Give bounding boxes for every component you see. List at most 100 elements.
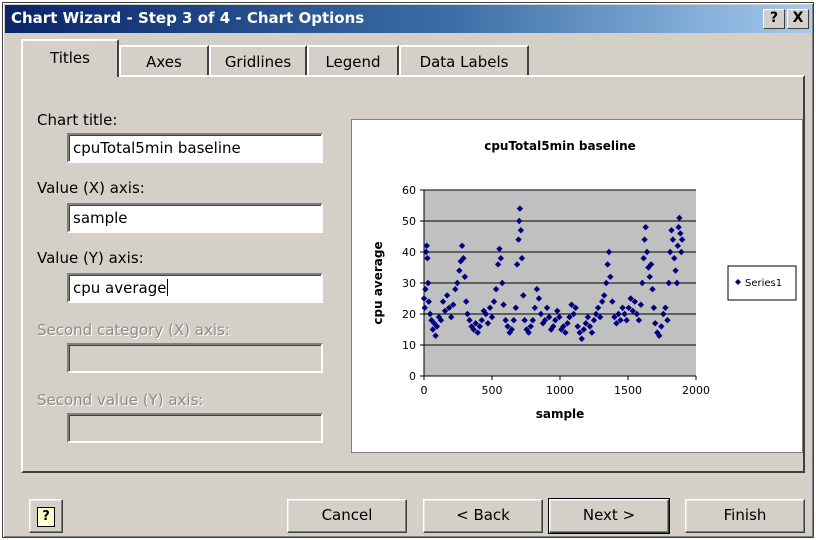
x-tick-label: 0 [421, 384, 428, 397]
data-point [432, 332, 439, 339]
data-point [584, 313, 592, 321]
data-point [482, 310, 490, 318]
tab-titles[interactable]: Titles [21, 39, 119, 77]
chart-title-input[interactable]: cpuTotal5min baseline [67, 133, 323, 163]
chart-svg: cpuTotal5min baseline 0 10 20 30 40 50 60 0 500 10… [371, 139, 797, 421]
data-point [662, 304, 669, 311]
data-point [615, 310, 622, 318]
data-point [640, 255, 647, 262]
second-value-y-axis-label: Second value (Y) axis: [37, 391, 204, 409]
data-point [677, 230, 684, 237]
cancel-button[interactable]: Cancel [287, 499, 407, 533]
help-icon: ? [37, 507, 55, 527]
data-point [660, 310, 667, 318]
data-point [516, 205, 524, 212]
data-point [472, 320, 479, 327]
data-point [582, 320, 590, 327]
data-point [669, 236, 677, 243]
data-point [456, 267, 463, 274]
data-point [499, 279, 506, 287]
data-point [611, 313, 618, 321]
x-tick-label: 1500 [614, 384, 642, 397]
data-point [490, 298, 498, 305]
value-y-axis-input[interactable]: cpu average [67, 273, 323, 303]
next-button[interactable]: Next > [548, 498, 670, 534]
data-point [596, 313, 604, 321]
data-point [500, 301, 507, 308]
help-button[interactable]: ? [29, 499, 63, 533]
data-point [523, 326, 530, 333]
data-point [515, 236, 522, 243]
y-tick-label: 10 [402, 339, 416, 352]
data-point [461, 273, 468, 280]
data-point [466, 317, 473, 324]
data-point [674, 242, 681, 249]
data-point [424, 279, 432, 287]
data-point [510, 317, 517, 324]
data-point [646, 273, 653, 280]
data-point [497, 255, 505, 262]
second-category-x-axis-label: Second category (X) axis: [37, 321, 230, 339]
data-point [603, 279, 610, 287]
back-button[interactable]: < Back [423, 499, 543, 533]
data-point [445, 304, 453, 311]
data-point [621, 310, 628, 318]
data-point [678, 248, 685, 256]
data-point [439, 298, 447, 305]
data-point [454, 279, 461, 287]
data-point [496, 245, 503, 253]
data-point [504, 323, 511, 330]
y-axis-title: cpu average [371, 241, 385, 324]
tab-data-labels[interactable]: Data Labels [399, 45, 529, 77]
data-point [437, 317, 445, 324]
legend-label: Series1 [745, 278, 782, 289]
data-point [433, 323, 441, 330]
data-point [492, 286, 500, 293]
tab-gridlines[interactable]: Gridlines [209, 45, 307, 77]
data-point [671, 255, 678, 262]
data-point [474, 329, 481, 336]
data-point [450, 301, 457, 308]
y-tick-label: 20 [402, 308, 416, 321]
data-point [645, 264, 652, 271]
data-point [420, 295, 428, 302]
data-point [429, 326, 437, 333]
window-title: Chart Wizard - Step 3 of 4 - Chart Optio… [11, 9, 365, 27]
x-tick-label: 2000 [682, 384, 710, 397]
data-point [527, 323, 534, 330]
data-point [486, 304, 494, 311]
data-point [425, 298, 432, 305]
finish-button[interactable]: Finish [685, 499, 805, 533]
data-point [422, 248, 430, 256]
data-point [566, 313, 573, 321]
tab-legend[interactable]: Legend [307, 45, 399, 77]
data-point [623, 317, 630, 324]
legend-marker [735, 279, 741, 285]
data-point [441, 307, 449, 315]
data-point [448, 313, 455, 321]
y-tick-label: 60 [402, 184, 416, 197]
data-point [604, 261, 611, 268]
x-tick-label: 500 [482, 384, 503, 397]
titles-tab-panel: Chart title: cpuTotal5min baseline Value… [21, 75, 805, 473]
data-point [460, 255, 467, 262]
data-point [423, 242, 430, 249]
value-y-axis-label: Value (Y) axis: [37, 249, 144, 267]
y-tick-label: 50 [402, 215, 416, 228]
value-y-axis-text: cpu average [73, 279, 167, 297]
data-point [476, 323, 483, 330]
title-bar[interactable]: Chart Wizard - Step 3 of 4 - Chart Optio… [5, 5, 811, 33]
close-button[interactable]: X [787, 9, 809, 29]
tab-axes[interactable]: Axes [119, 45, 209, 77]
chart-title-label: Chart title: [37, 111, 118, 129]
data-point [647, 261, 655, 268]
data-point [635, 317, 643, 324]
data-point [488, 313, 496, 321]
value-x-axis-input[interactable]: sample [67, 203, 323, 233]
data-point [452, 286, 459, 293]
data-point [609, 298, 616, 305]
y-tick-label: 0 [409, 370, 416, 383]
title-help-button[interactable]: ? [763, 9, 785, 29]
data-point [422, 286, 429, 293]
